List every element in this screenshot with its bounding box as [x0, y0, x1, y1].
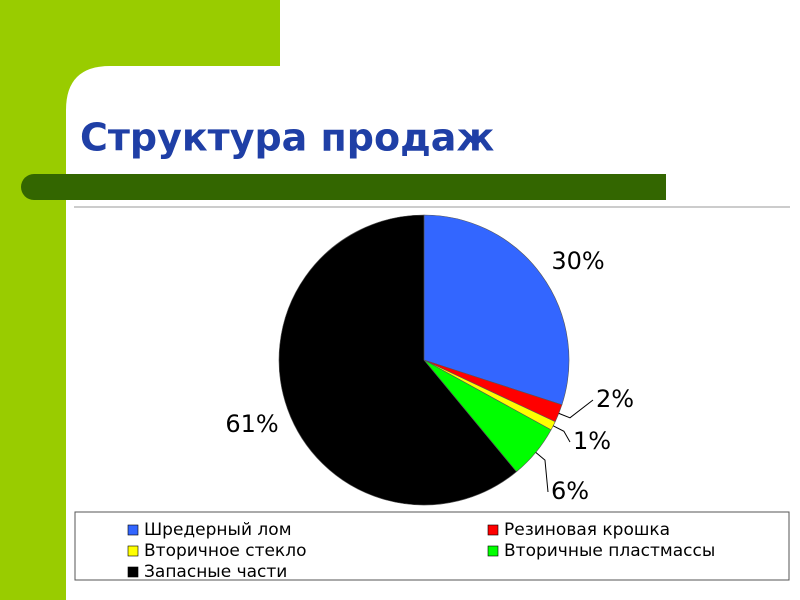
- data-label: 30%: [551, 247, 604, 275]
- legend-swatch: [127, 566, 139, 578]
- green-strip: [0, 0, 66, 600]
- leader-line: [535, 452, 549, 493]
- slide-title: Структура продаж: [80, 116, 494, 160]
- legend-swatch: [487, 524, 499, 536]
- legend-label: Вторичные пластмассы: [504, 541, 715, 561]
- legend-label: Шредерный лом: [144, 520, 292, 540]
- data-label: 61%: [225, 410, 278, 438]
- data-label: 6%: [551, 477, 589, 505]
- leader-line: [558, 399, 594, 419]
- legend-box: [74, 511, 790, 581]
- legend-swatch: [487, 545, 499, 557]
- leader-line: [552, 425, 571, 443]
- pie-slice: [423, 214, 570, 406]
- data-label: 1%: [573, 427, 611, 455]
- title-bar: [21, 174, 666, 200]
- pie-slice: [278, 214, 517, 506]
- legend-label: Запасные части: [144, 562, 287, 582]
- legend-label: Резиновая крошка: [504, 520, 670, 540]
- legend-label: Вторичное стекло: [144, 541, 306, 561]
- data-label: 2%: [596, 385, 634, 413]
- legend-swatch: [127, 545, 139, 557]
- legend-swatch: [127, 524, 139, 536]
